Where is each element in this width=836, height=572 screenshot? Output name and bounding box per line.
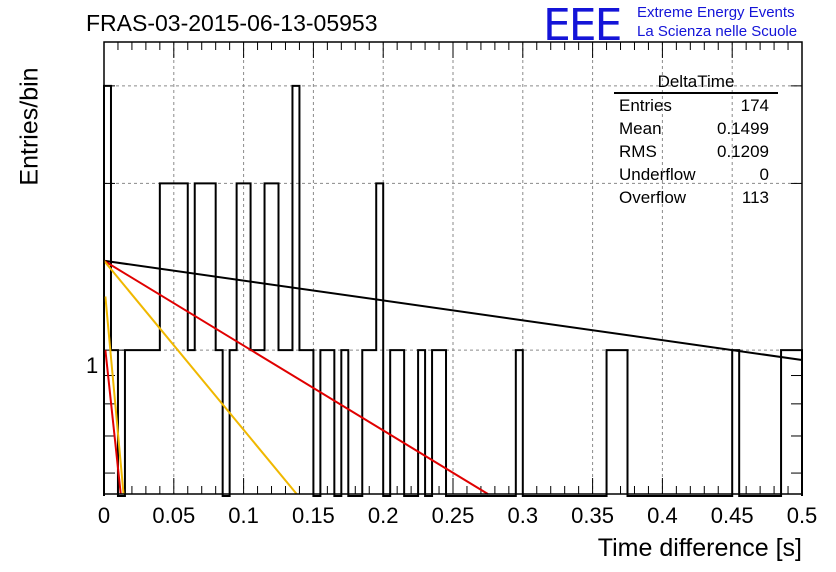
stats-row-mean: Mean 0.1499: [614, 117, 778, 140]
stats-key: Underflow: [619, 165, 696, 184]
stats-box-title: DeltaTime: [614, 72, 778, 94]
x-axis-label: Time difference [s]: [597, 534, 802, 562]
plot-frame: [103, 41, 803, 495]
stats-value: 0.1209: [717, 142, 769, 161]
y-tick-label: 1: [86, 353, 99, 378]
x-tick-label: 0.15: [291, 503, 335, 528]
x-tick-label: 0.05: [152, 503, 196, 528]
x-tick-label: 0.25: [431, 503, 475, 528]
fit-line: [103, 259, 489, 495]
stats-value: 0.1499: [717, 119, 769, 138]
stats-row-overflow: Overflow 113: [614, 186, 778, 209]
x-tick-label: 0.5: [786, 503, 818, 528]
y-axis-label: Entries/bin: [15, 67, 44, 186]
stats-row-underflow: Underflow 0: [614, 163, 778, 186]
x-tick-label: 0.2: [367, 503, 399, 528]
stats-key: Overflow: [619, 188, 687, 207]
eee-logo: EEE: [543, 0, 622, 51]
x-tick-label: 0.45: [710, 503, 754, 528]
x-tick-label: 0.1: [228, 503, 259, 528]
histogram-outline: [103, 84, 803, 497]
x-tick-label: 0.4: [647, 503, 678, 528]
fit-line: [104, 296, 125, 495]
x-tick-label: 0.35: [571, 503, 615, 528]
x-tick-label: 0.3: [507, 503, 539, 528]
stats-key: Mean: [619, 119, 662, 138]
stats-key: Entries: [619, 96, 672, 115]
fit-line: [103, 259, 803, 361]
stats-box: DeltaTime Entries 174 Mean 0.1499 RMS 0.…: [614, 72, 778, 209]
stats-value: 113: [741, 188, 769, 207]
stats-key: RMS: [619, 142, 657, 161]
chart-title: FRAS-03-2015-06-13-05953: [86, 10, 378, 36]
x-tick-label: 0: [97, 503, 111, 528]
logo-caption: Extreme Energy Events La Scienza nelle S…: [637, 3, 797, 41]
logo-caption-line2: La Scienza nelle Scuole: [637, 23, 798, 40]
stats-row-entries: Entries 174: [614, 94, 778, 117]
fit-line: [103, 260, 298, 495]
stats-value: 0: [759, 165, 769, 184]
stats-value: 174: [740, 96, 769, 115]
fit-line: [104, 350, 122, 495]
stats-row-rms: RMS 0.1209: [614, 140, 778, 163]
logo-caption-line1: Extreme Energy Events: [637, 4, 795, 21]
